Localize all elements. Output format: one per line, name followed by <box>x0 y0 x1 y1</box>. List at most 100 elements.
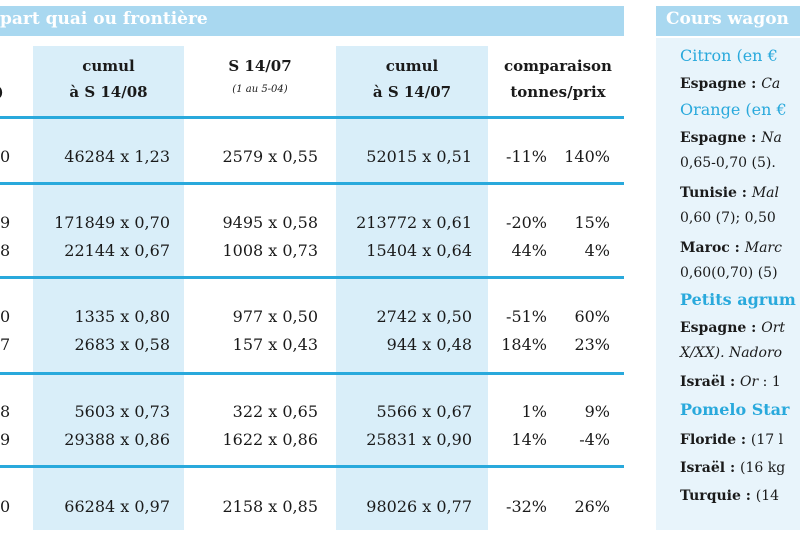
cell-compare-prix: 140% <box>564 147 610 166</box>
panel-line-orange: Orange (en € <box>680 100 787 121</box>
cell-compare-tonnes: -11% <box>506 147 547 166</box>
cell-compare-prix: 60% <box>574 307 610 326</box>
cell-origin: 0 <box>0 307 11 326</box>
header-line2: tonnes/prix <box>510 83 606 101</box>
column-header-cumul-08: cumul à S 14/08 <box>33 53 184 105</box>
cell-compare-tonnes: 1% <box>521 402 547 421</box>
origin-label: Floride : <box>680 432 751 448</box>
origin-label: Espagne : <box>680 320 762 336</box>
cell-cumul-07: 15404 x 0,64 <box>366 241 472 260</box>
panel-line: Espagne : Ort <box>680 318 785 338</box>
cell-compare-prix: 4% <box>584 241 610 260</box>
section-heading: Petits agrum <box>680 290 796 309</box>
cell-compare-prix: -4% <box>579 430 610 449</box>
origin-label: Espagne : <box>680 76 762 92</box>
cell-compare-prix: 23% <box>574 335 610 354</box>
variety-text: Mal <box>751 185 780 201</box>
variety-text: Marc <box>744 240 782 256</box>
header-line1: cumul <box>82 57 135 75</box>
cell-cumul-07: 944 x 0,48 <box>386 335 472 354</box>
cell-s1407: 1008 x 0,73 <box>222 241 318 260</box>
cell-origin: 8 <box>0 402 11 421</box>
variety-text: X/XX). Nadoro <box>680 345 783 361</box>
cell-s1407: 1622 x 0,86 <box>222 430 318 449</box>
origin-label: Israël : <box>680 374 741 390</box>
cell-s1407: 2579 x 0,55 <box>222 147 318 166</box>
table-row: 0 46284 x 1,23 2579 x 0,55 52015 x 0,51 … <box>0 147 624 171</box>
column-shade-cumul-07 <box>336 46 488 530</box>
origin-label: Maroc : <box>680 240 745 256</box>
column-header-comparaison: comparaison tonnes/prix <box>496 53 620 105</box>
price-text: 0,60(0,70) (5) <box>680 265 778 281</box>
cell-origin: 0 <box>0 497 11 516</box>
panel-line: 0,60 (7); 0,50 <box>680 208 776 228</box>
cell-s1407: 157 x 0,43 <box>232 335 318 354</box>
section-unit: (en € <box>740 100 787 119</box>
header-line1: S 14/07 <box>228 57 292 75</box>
variety-text: Ca <box>761 76 781 92</box>
origin-label: Tunisie : <box>680 185 752 201</box>
cell-s1407: 2158 x 0,85 <box>222 497 318 516</box>
panel-line: Turquie : (14 <box>680 486 779 506</box>
panel-line: Espagne : Ca <box>680 74 780 94</box>
panel-title: Cours wagon <box>666 9 789 29</box>
header-sub: (1 au 5-04) <box>232 84 288 95</box>
cell-cumul-07: 25831 x 0,90 <box>366 430 472 449</box>
panel-line: 0,65-0,70 (5). <box>680 153 776 173</box>
panel-line: Tunisie : Mal <box>680 183 779 203</box>
header-rule <box>0 116 624 119</box>
section-unit: (en € <box>731 46 778 65</box>
panel-line-petits-agrumes: Petits agrum <box>680 290 796 311</box>
panel-line-pomelo: Pomelo Star <box>680 400 789 421</box>
group-rule <box>0 182 624 185</box>
origin-label: Israël : <box>680 460 741 476</box>
table-row: 8 22144 x 0,67 1008 x 0,73 15404 x 0,64 … <box>0 241 624 265</box>
cell-compare-tonnes: 184% <box>501 335 547 354</box>
cell-origin: 8 <box>0 241 11 260</box>
price-text: : 1 <box>758 374 781 390</box>
panel-line: Israël : Or : 1 <box>680 372 781 392</box>
table-row: 0 66284 x 0,97 2158 x 0,85 98026 x 0,77 … <box>0 497 624 521</box>
column-header-s1407: S 14/07 (1 au 5-04) <box>190 53 330 101</box>
header-line1: comparaison <box>504 57 612 75</box>
group-rule <box>0 465 624 468</box>
panel-line-citron: Citron (en € <box>680 46 778 67</box>
cell-compare-tonnes: -51% <box>506 307 547 326</box>
panel-line: Espagne : Na <box>680 128 782 148</box>
table-row: 7 2683 x 0,58 157 x 0,43 944 x 0,48 184%… <box>0 335 624 359</box>
variety-text: Or <box>740 374 759 390</box>
section-heading: Orange <box>680 100 741 119</box>
table-title: part quai ou frontière <box>0 9 208 29</box>
cell-cumul-08: 2683 x 0,58 <box>74 335 170 354</box>
header-line2: à S 14/07 <box>372 83 452 101</box>
variety-text: Na <box>761 130 782 146</box>
header-line1: cumul <box>385 57 439 75</box>
origin-label: Turquie : <box>680 488 756 504</box>
panel-line: Maroc : Marc <box>680 238 782 258</box>
cell-origin: 9 <box>0 213 11 232</box>
cell-cumul-07: 98026 x 0,77 <box>366 497 472 516</box>
cell-compare-tonnes: 44% <box>511 241 547 260</box>
section-heading: Citron <box>680 46 732 65</box>
group-rule <box>0 372 624 375</box>
table-row: 9 29388 x 0,86 1622 x 0,86 25831 x 0,90 … <box>0 430 624 454</box>
group-rule <box>0 276 624 279</box>
table-row: 0 1335 x 0,80 977 x 0,50 2742 x 0,50 -51… <box>0 307 624 331</box>
variety-text: Ort <box>761 320 786 336</box>
cell-origin: 9 <box>0 430 11 449</box>
cell-cumul-08: 1335 x 0,80 <box>74 307 170 326</box>
cell-cumul-07: 2742 x 0,50 <box>376 307 472 326</box>
cell-s1407: 9495 x 0,58 <box>222 213 318 232</box>
price-text: (17 l <box>750 432 784 448</box>
cell-origin: 7 <box>0 335 11 354</box>
table-row: 9 171849 x 0,70 9495 x 0,58 213772 x 0,6… <box>0 213 624 237</box>
header-line2: ) <box>0 83 4 101</box>
price-text: 0,65-0,70 (5). <box>680 155 776 171</box>
origin-label: Espagne : <box>680 130 762 146</box>
column-header-cumul-07: cumul à S 14/07 <box>336 53 488 105</box>
cell-cumul-08: 66284 x 0,97 <box>64 497 170 516</box>
price-text: 0,60 (7); 0,50 <box>680 210 776 226</box>
cell-compare-prix: 9% <box>584 402 610 421</box>
cell-compare-tonnes: -32% <box>506 497 547 516</box>
cell-cumul-07: 52015 x 0,51 <box>366 147 472 166</box>
